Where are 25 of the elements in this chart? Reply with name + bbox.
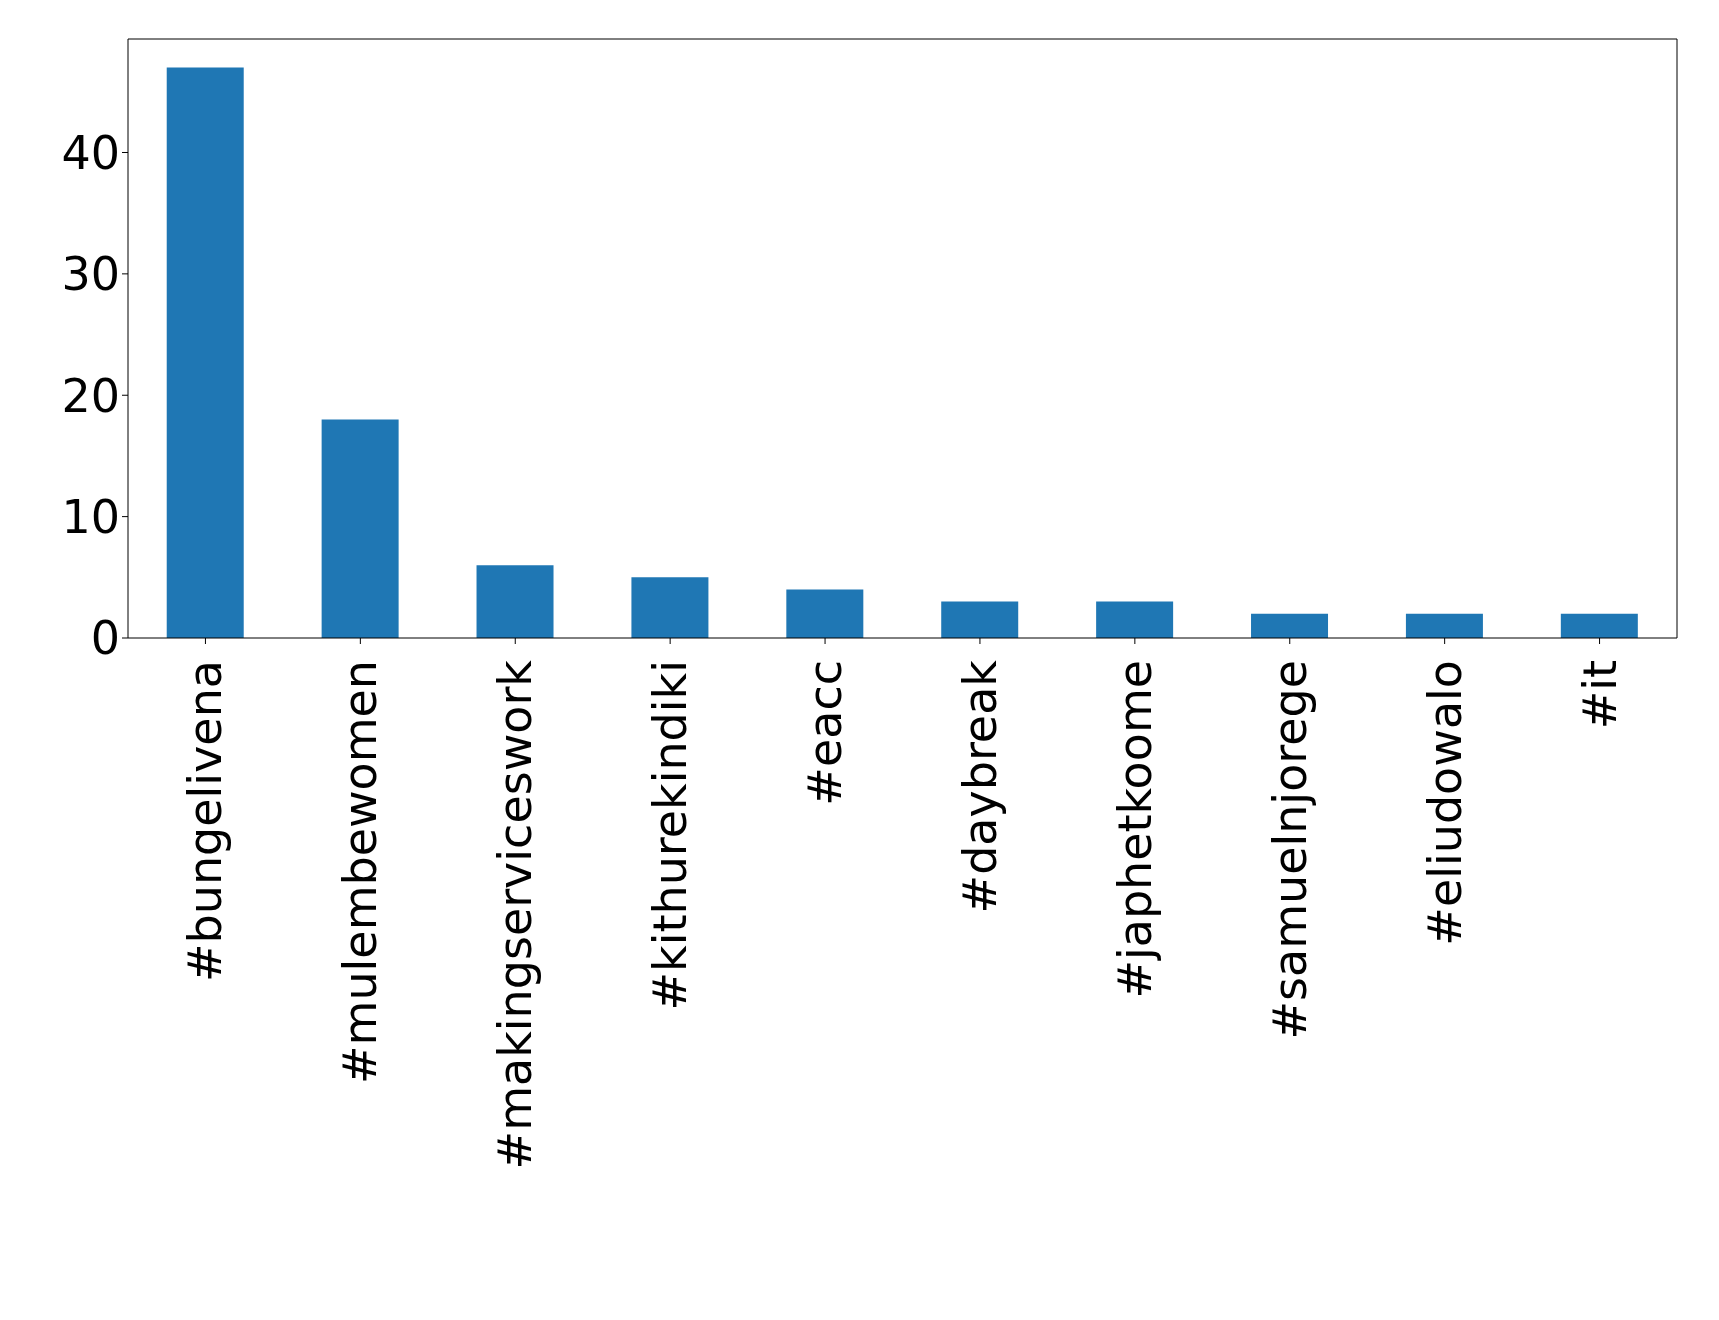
y-tick-label: 40 <box>61 125 120 180</box>
y-tick-label: 10 <box>61 489 120 544</box>
x-tick-label: #mulembewomen <box>333 660 388 1084</box>
bar <box>1560 613 1638 638</box>
y-tick-label: 20 <box>61 368 120 423</box>
x-tick-label: #japhetkoome <box>1107 660 1162 999</box>
x-tick-label: #daybreak <box>952 659 1007 914</box>
bar <box>166 67 244 638</box>
bar <box>941 601 1019 638</box>
bar <box>321 419 399 638</box>
y-tick-label: 30 <box>61 247 120 302</box>
x-tick-label: #samuelnjorege <box>1262 660 1317 1040</box>
x-tick-label: #eacc <box>798 660 853 806</box>
y-tick-label: 0 <box>90 611 120 666</box>
bar <box>786 589 864 638</box>
bar <box>1251 613 1329 638</box>
bar <box>476 565 554 638</box>
x-tick-label: #makingserviceswork <box>488 659 543 1170</box>
bar <box>1405 613 1483 638</box>
x-tick-label: #it <box>1572 660 1627 730</box>
bar <box>1096 601 1174 638</box>
x-tick-label: #eliudowalo <box>1417 660 1472 946</box>
bar <box>631 577 709 638</box>
x-tick-label: #kithurekindiki <box>643 660 698 1011</box>
x-tick-label: #bungelivena <box>178 660 233 982</box>
